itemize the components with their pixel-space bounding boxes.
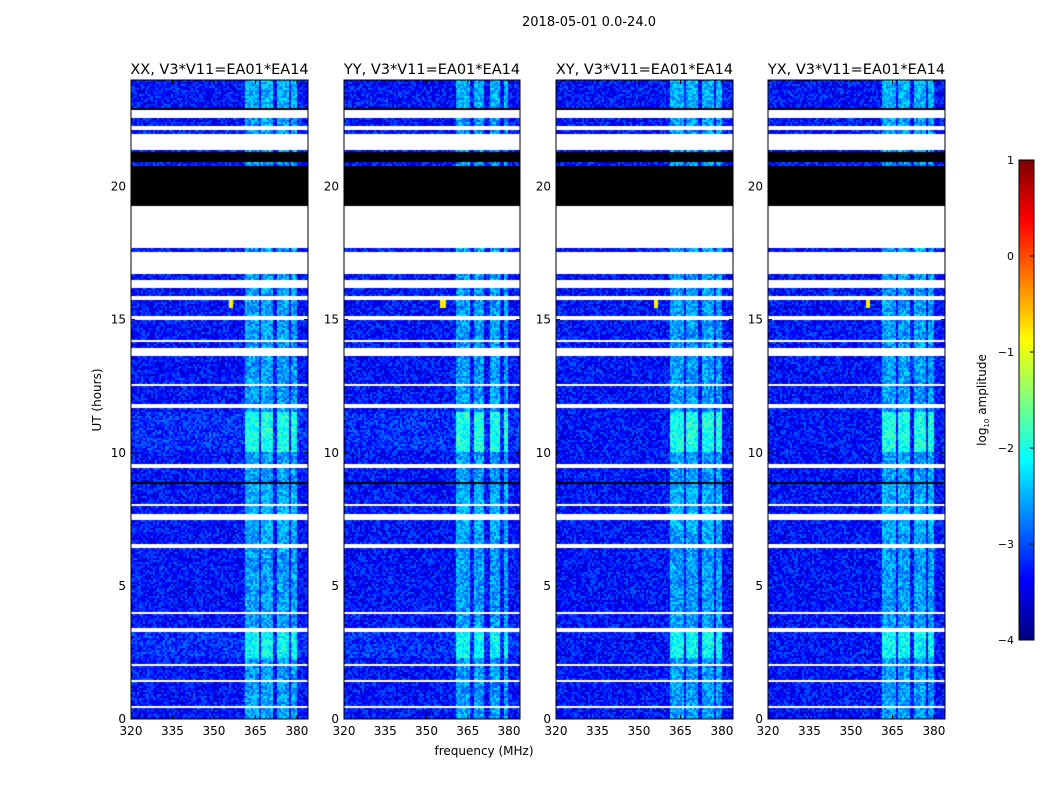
waterfall-heatmap-yx xyxy=(768,80,945,719)
waterfall-heatmap-yy xyxy=(344,80,520,719)
x-tick-label: 335 xyxy=(374,724,397,738)
y-tick-label: 15 xyxy=(111,313,126,327)
x-tick-label: 350 xyxy=(840,724,863,738)
panel-frame xyxy=(130,79,309,720)
y-tick-label: 0 xyxy=(543,712,551,726)
y-axis-label: UT (hours) xyxy=(90,368,104,431)
y-tick-label: 5 xyxy=(331,579,339,593)
figure-title: 2018-05-01 0.0-24.0 xyxy=(522,15,656,30)
x-tick-label: 365 xyxy=(669,724,692,738)
x-tick-label: 350 xyxy=(415,724,438,738)
y-tick-label: 20 xyxy=(324,180,339,194)
y-tick-label: 5 xyxy=(118,579,126,593)
x-tick-label: 380 xyxy=(498,724,521,738)
y-tick-label: 15 xyxy=(748,313,763,327)
colorbar-tick-label: 1 xyxy=(1007,154,1014,167)
panel-frame xyxy=(767,79,946,720)
waterfall-heatmap-xy xyxy=(556,80,733,719)
colorbar-tick-label: −2 xyxy=(998,442,1014,455)
x-tick-label: 365 xyxy=(456,724,479,738)
panel-title: YY, V3*V11=EA01*EA14 xyxy=(343,62,520,78)
y-tick-label: 15 xyxy=(324,313,339,327)
x-tick-label: 335 xyxy=(798,724,821,738)
x-tick-label: 350 xyxy=(203,724,226,738)
y-tick-label: 5 xyxy=(543,579,551,593)
x-tick-label: 365 xyxy=(244,724,267,738)
y-tick-label: 15 xyxy=(536,313,551,327)
x-tick-label: 380 xyxy=(710,724,733,738)
x-tick-label: 320 xyxy=(757,724,780,738)
panel-frame xyxy=(343,79,521,720)
colorbar-gradient xyxy=(1019,160,1034,640)
x-tick-label: 380 xyxy=(285,724,308,738)
colorbar-tick-label: −3 xyxy=(998,538,1014,551)
panel-title: YX, V3*V11=EA01*EA14 xyxy=(767,62,945,78)
y-tick-label: 0 xyxy=(331,712,339,726)
x-tick-label: 335 xyxy=(161,724,184,738)
x-axis-label: frequency (MHz) xyxy=(434,744,533,758)
y-tick-label: 20 xyxy=(536,180,551,194)
y-tick-label: 20 xyxy=(748,180,763,194)
x-tick-label: 335 xyxy=(586,724,609,738)
colorbar-label: log10 amplitude xyxy=(975,354,991,446)
x-tick-label: 320 xyxy=(545,724,568,738)
waterfall-heatmap-xx xyxy=(131,80,308,719)
y-tick-label: 10 xyxy=(748,446,763,460)
colorbar-frame xyxy=(1018,159,1035,641)
colorbar-tick-label: 0 xyxy=(1007,250,1014,263)
y-tick-label: 10 xyxy=(324,446,339,460)
panel-title: XY, V3*V11=EA01*EA14 xyxy=(556,62,733,78)
y-tick-label: 10 xyxy=(111,446,126,460)
x-tick-label: 320 xyxy=(120,724,143,738)
x-tick-label: 320 xyxy=(333,724,356,738)
x-tick-label: 365 xyxy=(881,724,904,738)
panel-title: XX, V3*V11=EA01*EA14 xyxy=(130,62,308,78)
y-tick-label: 10 xyxy=(536,446,551,460)
y-tick-label: 20 xyxy=(111,180,126,194)
y-tick-label: 5 xyxy=(755,579,763,593)
x-tick-label: 350 xyxy=(628,724,651,738)
panel-frame xyxy=(555,79,734,720)
y-tick-label: 0 xyxy=(755,712,763,726)
colorbar-tick-label: −1 xyxy=(998,346,1014,359)
y-tick-label: 0 xyxy=(118,712,126,726)
colorbar-tick-label: −4 xyxy=(998,634,1014,647)
x-tick-label: 380 xyxy=(922,724,945,738)
